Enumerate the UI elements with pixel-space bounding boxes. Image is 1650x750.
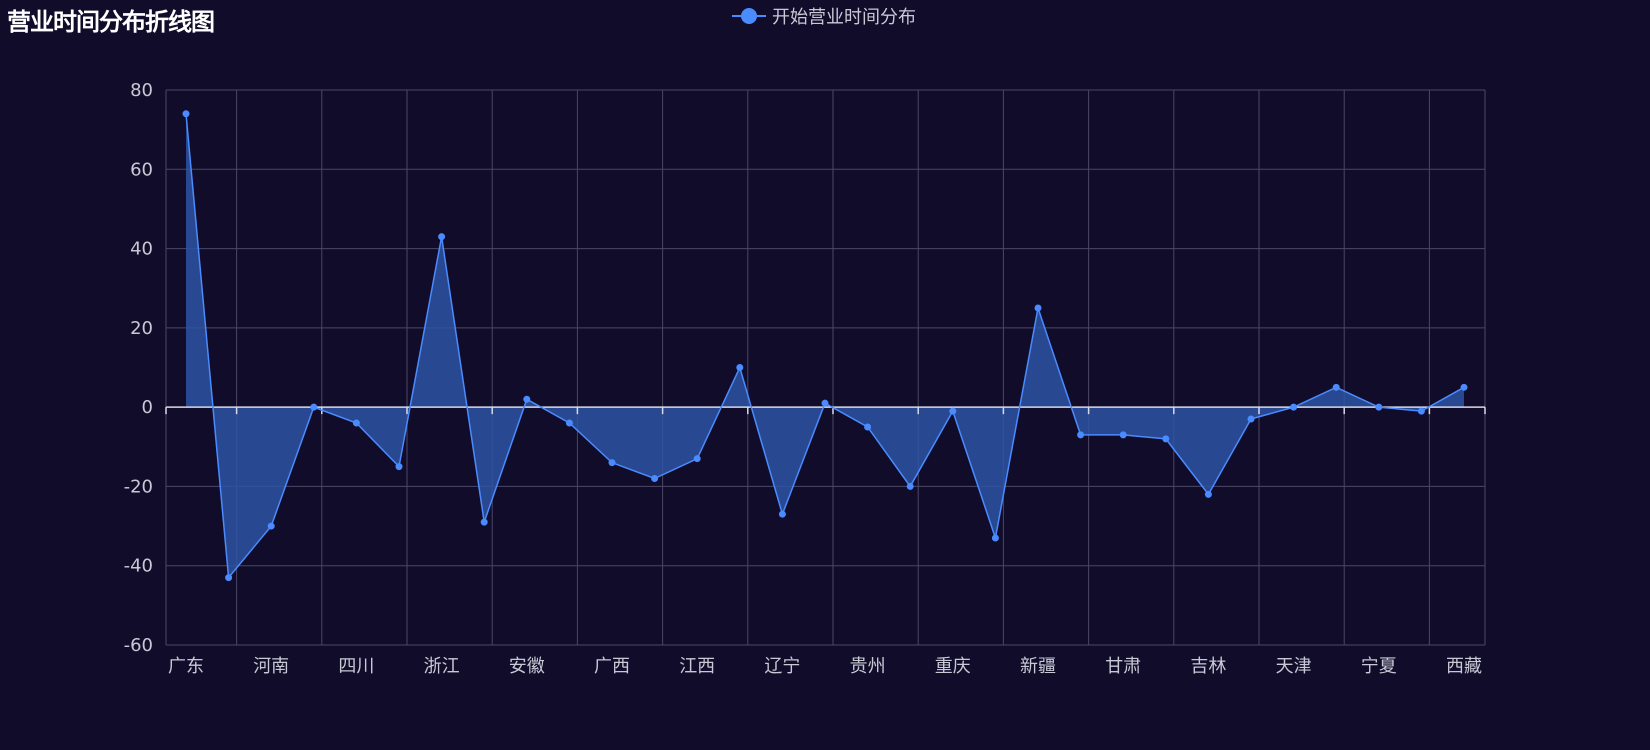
data-point <box>523 395 531 403</box>
data-point <box>1290 403 1298 411</box>
x-tick-label: 吉林 <box>1190 656 1226 677</box>
data-point <box>438 233 446 241</box>
x-tick-label: 浙江 <box>424 656 460 677</box>
data-point <box>1460 383 1468 391</box>
y-tick-label: -60 <box>124 635 153 656</box>
data-point <box>1077 431 1085 439</box>
data-point <box>1332 383 1340 391</box>
data-point <box>565 419 573 427</box>
y-tick-label: 40 <box>130 239 153 260</box>
y-tick-label: 60 <box>130 159 153 180</box>
series-line <box>185 113 1465 580</box>
data-point <box>1204 490 1212 498</box>
data-point <box>480 518 488 526</box>
data-point <box>1034 304 1042 312</box>
chart-title: 营业时间分布折线图 <box>7 8 215 36</box>
data-point <box>821 399 829 407</box>
legend-item[interactable]: 开始营业时间分布 <box>730 2 916 30</box>
x-tick-label: 西藏 <box>1446 656 1482 677</box>
data-point <box>778 510 786 518</box>
data-point <box>991 534 999 542</box>
data-point <box>1162 435 1170 443</box>
data-point <box>949 407 957 415</box>
data-point <box>225 574 233 582</box>
data-point <box>864 423 872 431</box>
series-area <box>186 113 1464 578</box>
y-tick-label: -20 <box>124 476 153 497</box>
x-tick-label: 天津 <box>1276 656 1312 677</box>
y-tick-label: 20 <box>130 318 153 339</box>
data-point <box>906 482 914 490</box>
legend-label: 开始营业时间分布 <box>772 7 916 28</box>
x-tick-label: 河南 <box>253 656 289 677</box>
data-point <box>267 522 275 530</box>
x-tick-label: 四川 <box>338 656 374 677</box>
x-tick-label: 宁夏 <box>1361 656 1397 677</box>
x-tick-label: 安徽 <box>509 656 545 677</box>
data-point <box>182 110 190 118</box>
data-point <box>352 419 360 427</box>
x-tick-label: 重庆 <box>935 656 971 677</box>
y-tick-label: 0 <box>142 397 153 418</box>
data-point <box>736 364 744 371</box>
data-point <box>693 455 701 463</box>
x-tick-label: 江西 <box>679 656 715 677</box>
x-tick-label: 新疆 <box>1020 656 1056 677</box>
data-point <box>395 463 403 471</box>
x-tick-label: 甘肃 <box>1105 656 1141 677</box>
data-point <box>310 403 318 411</box>
x-tick-label: 广东 <box>168 656 204 677</box>
data-point <box>1119 431 1127 439</box>
y-tick-label: 80 <box>130 80 153 101</box>
x-tick-label: 贵州 <box>850 656 886 677</box>
x-tick-label: 广西 <box>594 656 630 677</box>
x-tick-label: 辽宁 <box>764 656 800 677</box>
data-point <box>651 475 659 482</box>
data-point <box>1247 415 1255 423</box>
data-point <box>1417 407 1425 415</box>
data-point <box>608 459 616 467</box>
data-point <box>1375 403 1383 411</box>
y-tick-label: -40 <box>124 556 153 577</box>
legend-marker-icon <box>730 2 768 30</box>
